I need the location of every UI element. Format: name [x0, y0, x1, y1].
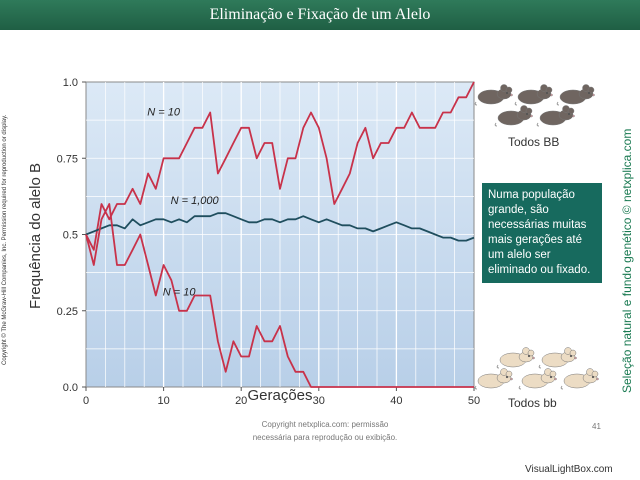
- y-tick-label: 1.0: [63, 77, 78, 89]
- x-tick-label: 0: [83, 395, 89, 407]
- ticks: 0 10 20 30 40 50 0.0 0.25 0.5 0.75 1.0: [57, 77, 481, 407]
- series-line-2: [85, 212, 475, 242]
- footer-copyright-line1: Copyright netxplica.com: permissão: [261, 420, 389, 429]
- y-tick-label: 0.25: [57, 306, 78, 318]
- y-tick-label: 0.5: [63, 230, 78, 242]
- x-tick-label: 50: [468, 395, 480, 407]
- series-label-1: N = 10: [147, 107, 181, 119]
- mice-label-top: Todos BB: [508, 135, 560, 149]
- mice-group-bb-recessive: [474, 347, 599, 390]
- page-number: 41: [592, 422, 601, 431]
- mouse-icon: [494, 105, 533, 127]
- mouse-icon: [538, 347, 577, 369]
- mouse-icon: [536, 105, 575, 127]
- x-tick-label: 30: [313, 395, 325, 407]
- mice-label-bottom: Todos bb: [508, 396, 557, 410]
- series-labels: N = 10 N = 1,000 N = 10: [147, 107, 219, 299]
- series-line-1: [85, 81, 475, 251]
- mouse-icon: [496, 347, 535, 369]
- y-tick-label: 0.0: [63, 382, 78, 394]
- x-tick-label: 40: [390, 395, 402, 407]
- mouse-icon: [556, 84, 595, 106]
- x-axis-label: Gerações: [247, 387, 312, 404]
- side-credit-text: Seleção natural e fundo genético © netxp…: [620, 128, 634, 393]
- footer-copyright-line2: necessária para reprodução ou exibição.: [252, 433, 398, 442]
- watermark: VisualLightBox.com: [525, 464, 613, 475]
- footer-copyright: Copyright netxplica.com: permissão neces…: [225, 418, 425, 444]
- grid: [86, 82, 474, 387]
- mouse-icon: [560, 368, 599, 390]
- y-tick-label: 0.75: [57, 153, 78, 165]
- series-line-3: [85, 203, 474, 388]
- x-tick-label: 10: [157, 395, 169, 407]
- slide-title: Eliminação e Fixação de um Alelo: [209, 6, 431, 23]
- mouse-icon: [518, 368, 557, 390]
- series-label-2: N = 1,000: [171, 195, 220, 207]
- mouse-icon: [474, 368, 513, 390]
- callout-box: Numa população grande, são necessárias m…: [482, 183, 602, 283]
- side-credit: Seleção natural e fundo genético © netxp…: [620, 125, 638, 395]
- mice-group-bb: [474, 84, 595, 127]
- x-tick-label: 20: [235, 395, 247, 407]
- mouse-icon: [474, 84, 513, 106]
- title-bar: Eliminação e Fixação de um Alelo: [0, 0, 640, 30]
- series-lines: [85, 81, 475, 388]
- mouse-icon: [514, 84, 553, 106]
- y-axis-label: Frequência do alelo B: [27, 163, 44, 309]
- series-label-3: N = 10: [163, 287, 197, 299]
